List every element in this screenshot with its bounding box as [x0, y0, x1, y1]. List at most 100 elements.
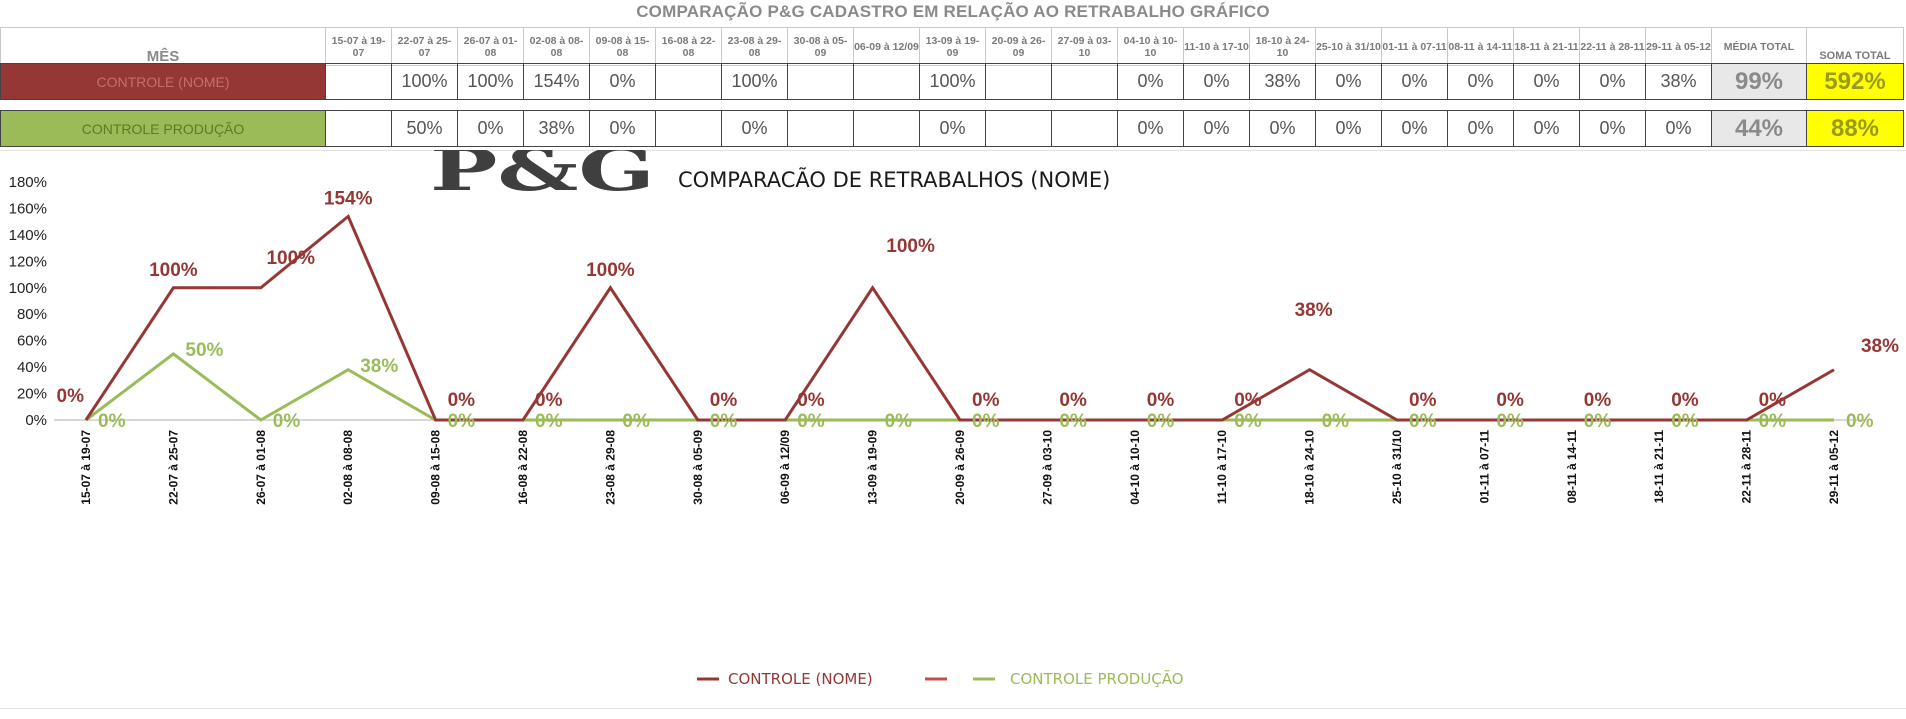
data-label-controle-nome: 0% [1671, 390, 1699, 411]
data-label-controle-nome: 0% [1059, 390, 1087, 411]
media-total-cell: 44% [1711, 110, 1807, 147]
data-label-controle-nome: 0% [710, 390, 738, 411]
value-cell [1051, 110, 1118, 147]
x-tick-label: 08-11 à 14-11 [1565, 430, 1579, 504]
value-cell [1051, 63, 1118, 100]
period-header: 18-10 à 24-10 [1249, 27, 1316, 66]
data-label-controle-nome: 0% [797, 390, 825, 411]
retrabalho-line-chart: P&G COMPARACÃO DE RETRABALHOS (NOME) 0% 20%… [9, 150, 1899, 688]
data-label-controle-nome: 0% [1759, 390, 1787, 411]
value-cell: 0% [919, 110, 986, 147]
x-tick-label: 26-07 à 01-08 [254, 430, 268, 505]
data-label-controle-producao: 0% [1759, 411, 1787, 432]
period-header: 02-08 à 08-08 [523, 27, 590, 66]
value-cell: 50% [391, 110, 458, 147]
x-tick-label: 04-10 à 10-10 [1128, 430, 1142, 505]
x-tick-label: 06-09 à 12/09 [778, 430, 792, 504]
value-cell [787, 63, 854, 100]
data-label-controle-producao: 0% [710, 411, 738, 432]
value-cell: 0% [1579, 63, 1646, 100]
series-line [85, 352, 1834, 422]
value-cell [655, 63, 722, 100]
value-cell: 0% [1249, 110, 1316, 147]
period-header: 29-11 à 05-12 [1645, 27, 1712, 66]
chart-bottom-border [0, 708, 1906, 709]
value-cell: 38% [1645, 63, 1712, 100]
data-label-controle-producao: 0% [972, 411, 1000, 432]
x-tick-label: 25-10 à 31/10 [1390, 430, 1404, 504]
data-label-controle-nome: 100% [149, 260, 198, 281]
x-tick-label: 27-09 à 03-10 [1040, 430, 1054, 505]
value-cell: 0% [1447, 63, 1514, 100]
y-tick-label: 100% [9, 280, 47, 297]
period-header: 22-11 à 28-11 [1579, 27, 1646, 66]
soma-total-cell: 88% [1806, 110, 1904, 147]
data-label-controle-nome: 100% [266, 248, 315, 269]
data-label-controle-nome: 0% [1409, 390, 1437, 411]
chart-title: COMPARACÃO DE RETRABALHOS (NOME) [678, 166, 1110, 192]
value-cell: 0% [721, 110, 788, 147]
data-label-controle-producao: 50% [185, 340, 223, 361]
x-tick-label: 01-11 à 07-11 [1477, 430, 1491, 504]
period-header-table: MÊS 15-07 à 19-07 22-07 à 25-07 26-07 à 01-… [0, 27, 1904, 66]
value-cell [853, 110, 920, 147]
data-label-controle-producao: 0% [1147, 411, 1175, 432]
value-cell: 0% [1513, 110, 1580, 147]
period-header: 15-07 à 19-07 [325, 27, 392, 66]
value-cell: 38% [1249, 63, 1316, 100]
period-header: 25-10 à 31/10 [1315, 27, 1382, 66]
data-label-controle-nome: 0% [1234, 390, 1262, 411]
controle-producao-row: CONTROLE PRODUÇÃO 50% 0% 38% 0% 0% 0% 0% 0% 0% 0% 0… [0, 110, 1904, 147]
row-label: CONTROLE (NOME) [0, 63, 326, 100]
data-label-controle-nome: 0% [1147, 390, 1175, 411]
data-label-controle-producao: 0% [1584, 411, 1612, 432]
period-header: 16-08 à 22-08 [655, 27, 722, 66]
value-cell: 0% [1513, 63, 1580, 100]
data-label-controle-nome: 0% [1496, 390, 1524, 411]
x-tick-label: 16-08 à 22-08 [516, 430, 530, 505]
period-header: 18-11 à 21-11 [1513, 27, 1580, 66]
data-label-controle-producao: 0% [1059, 411, 1087, 432]
x-tick-label: 20-09 à 26-09 [953, 430, 967, 505]
x-tick-label: 11-10 à 17-10 [1215, 430, 1229, 504]
value-cell: 0% [1315, 110, 1382, 147]
period-header: 11-10 à 17-10 [1183, 27, 1250, 66]
period-header: 22-07 à 25-07 [391, 27, 458, 66]
data-label-controle-producao: 38% [360, 356, 398, 377]
value-cell: 0% [1381, 110, 1448, 147]
page-title: COMPARAÇÃO P&G CADASTRO EM RELAÇÃO AO RE… [636, 2, 1270, 21]
media-total-cell: 99% [1711, 63, 1807, 100]
period-header: 13-09 à 19-09 [919, 27, 986, 66]
value-cell: 0% [457, 110, 524, 147]
data-label-controle-producao: 0% [1322, 411, 1350, 432]
data-label-controle-producao: 0% [885, 411, 913, 432]
x-tick-label: 23-08 à 29-08 [603, 430, 617, 505]
y-tick-label: 180% [9, 174, 47, 191]
data-label-controle-producao: 0% [1234, 411, 1262, 432]
soma-total-header: SOMA TOTAL [1806, 27, 1904, 66]
data-label-controle-producao: 0% [273, 411, 301, 432]
x-tick-label: 09-08 à 15-08 [429, 430, 443, 505]
y-tick-label: 0% [25, 412, 47, 429]
data-label-controle-nome: 154% [324, 188, 373, 209]
data-label-controle-nome: 0% [535, 390, 563, 411]
media-total-header: MÉDIA TOTAL [1711, 27, 1807, 66]
value-cell: 0% [1315, 63, 1382, 100]
y-tick-label: 80% [17, 306, 47, 323]
value-cell: 0% [1645, 110, 1712, 147]
data-label-controle-producao: 0% [622, 411, 650, 432]
y-tick-label: 120% [9, 253, 47, 270]
x-tick-label: 30-08 à 05-09 [691, 430, 705, 505]
value-cell: 100% [457, 63, 524, 100]
y-tick-label: 40% [17, 359, 47, 376]
period-header: 27-09 à 03-10 [1051, 27, 1118, 66]
value-cell: 100% [721, 63, 788, 100]
data-label-controle-producao: 0% [535, 411, 563, 432]
data-label-controle-nome: 0% [972, 390, 1000, 411]
period-header: 26-07 à 01-08 [457, 27, 524, 66]
data-label-controle-nome: 0% [57, 386, 85, 407]
value-cell: 0% [1579, 110, 1646, 147]
pg-logo: P&G [430, 150, 655, 204]
value-cell: 0% [589, 110, 656, 147]
data-label-controle-producao: 0% [98, 411, 126, 432]
